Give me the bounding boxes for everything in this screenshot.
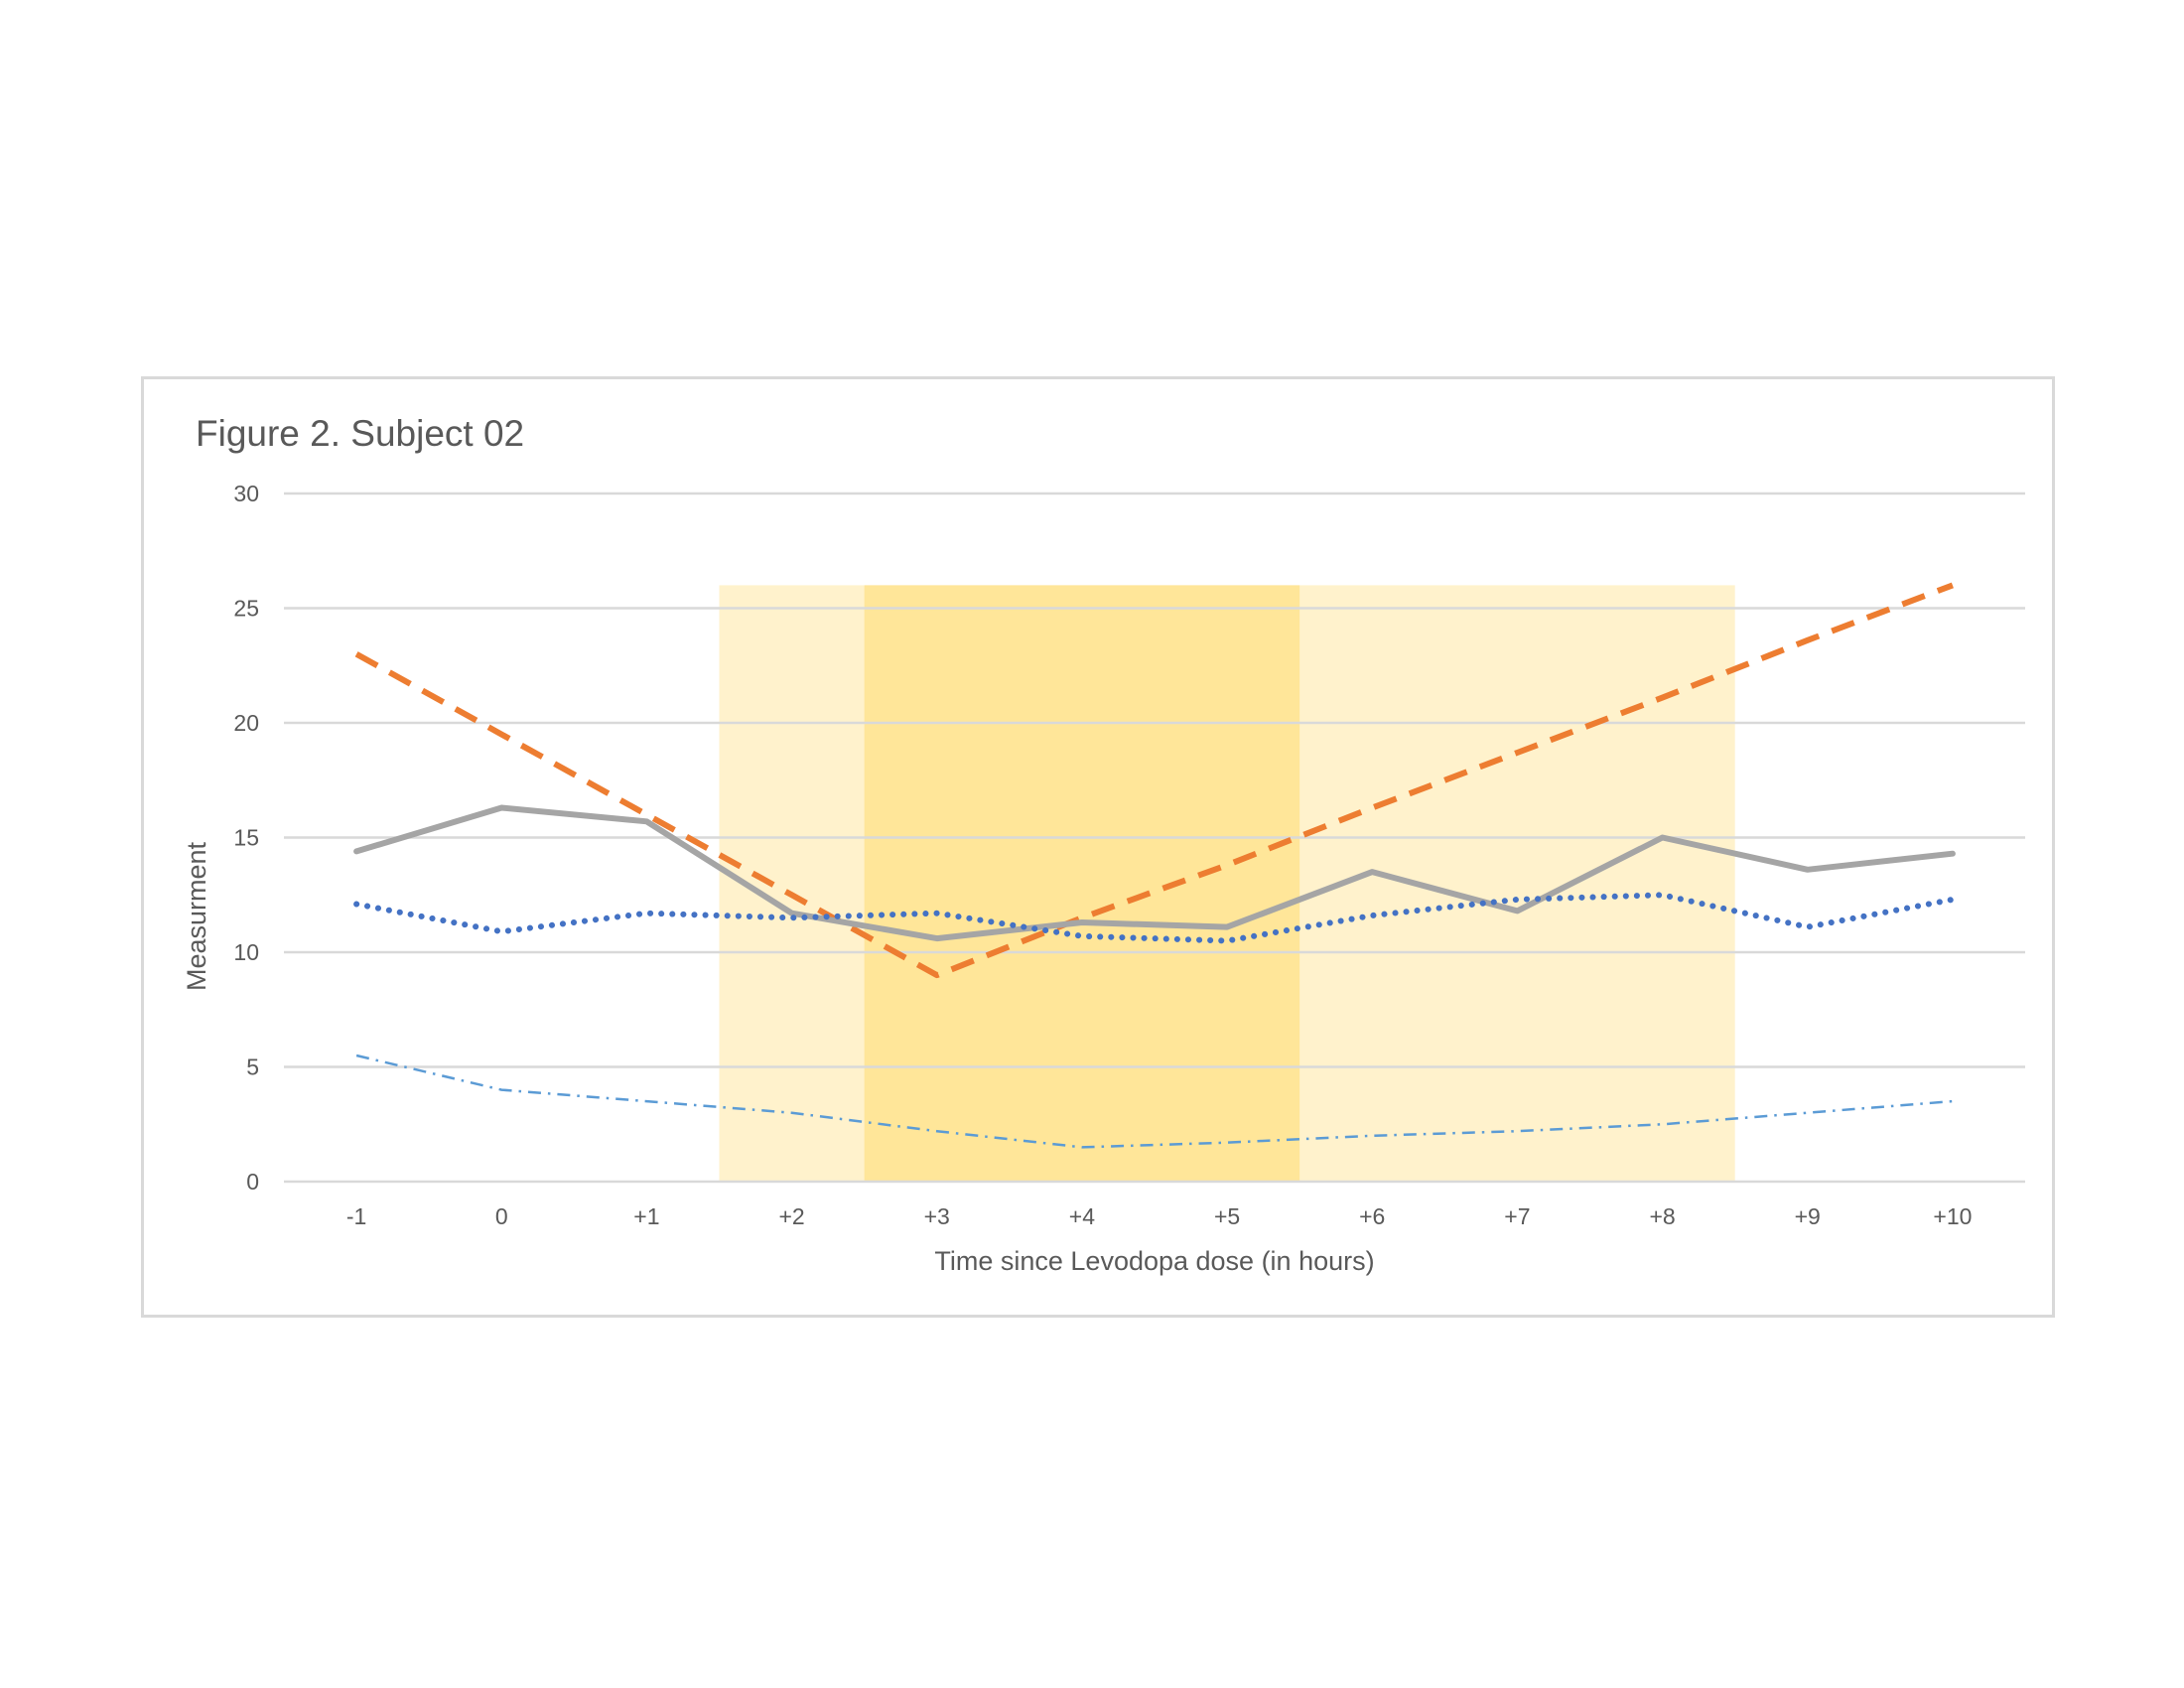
gridlines [284,492,2025,1184]
chart-title: Figure 2. Subject 02 [196,413,525,454]
line-chart: 0 5 10 15 20 25 30 -1 0 +1 +2 +3 +4 +5 +6 +7 +8 +9 +10 Ti… [182,481,2025,1276]
highlight-bands [719,585,1735,1182]
series-line-solid-gray [353,804,1956,942]
x-tick-label: +7 [1504,1203,1530,1229]
y-tick-label: 20 [233,710,259,736]
x-tick-label: +9 [1795,1203,1821,1229]
y-tick-label: 0 [246,1169,259,1195]
series-line-dotted-blue [353,892,1956,944]
x-tick-label: +10 [1933,1203,1972,1229]
series-line-dashed-orange [354,582,1954,979]
x-tick-label: +3 [924,1203,950,1229]
series-line-dashdot-lightblue [355,1054,1953,1149]
series-lines [353,582,1956,1149]
x-tick-label: +4 [1069,1203,1095,1229]
x-tick-label: +8 [1649,1203,1675,1229]
y-tick-label: 15 [233,825,259,851]
y-tick-label: 30 [233,481,259,506]
x-axis-title: Time since Levodopa dose (in hours) [934,1246,1374,1276]
y-tick-labels: 0 5 10 15 20 25 30 [233,481,259,1195]
y-tick-label: 25 [233,596,259,622]
x-tick-label: +5 [1214,1203,1240,1229]
y-axis-title: Measurment [182,841,211,991]
highlight-band-2 [864,585,1300,1182]
x-tick-label: 0 [495,1203,508,1229]
chart-frame: Figure 2. Subject 02 0 5 10 15 20 25 30 -1 0 +1 +… [141,376,2055,1318]
x-tick-labels: -1 0 +1 +2 +3 +4 +5 +6 +7 +8 +9 +10 [346,1203,1973,1229]
x-tick-label: +2 [778,1203,804,1229]
y-tick-label: 10 [233,939,259,965]
x-tick-label: +6 [1359,1203,1385,1229]
y-tick-label: 5 [246,1055,259,1080]
x-tick-label: -1 [346,1203,366,1229]
x-tick-label: +1 [633,1203,659,1229]
